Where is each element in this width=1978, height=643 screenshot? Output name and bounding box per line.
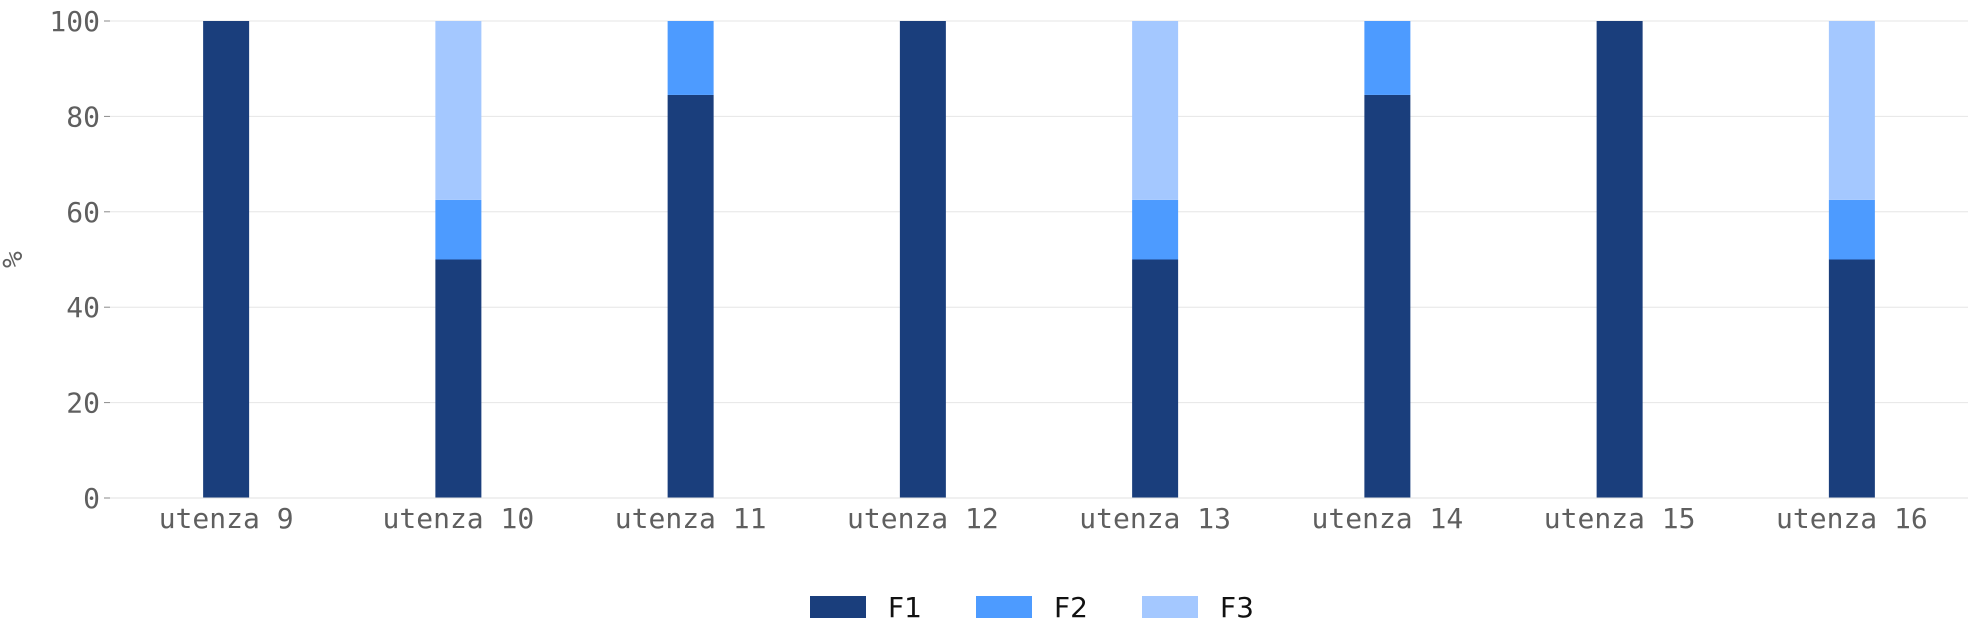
- bar-f2-2: [435, 199, 482, 260]
- y-tick-label: 60: [66, 196, 100, 229]
- y-tick-label: 20: [66, 387, 100, 420]
- bar-f1-7: [1596, 21, 1643, 498]
- bar-f1-5: [1132, 259, 1179, 498]
- bar-f1-2: [435, 259, 482, 498]
- legend-label: F1: [888, 591, 922, 624]
- bar-f1-8: [1828, 259, 1875, 498]
- bar-f3-2: [435, 21, 482, 200]
- x-tick-label: utenza 12: [847, 502, 999, 535]
- x-tick-label: utenza 10: [383, 502, 535, 535]
- legend-item-f1: F1: [810, 591, 922, 624]
- bar-f2-6: [1364, 21, 1411, 95]
- bar-f1-6: [1364, 94, 1411, 498]
- x-tick-label: utenza 13: [1079, 502, 1231, 535]
- bar-f1-1: [203, 21, 250, 498]
- legend-item-f2: F2: [976, 591, 1088, 624]
- x-tick-label: utenza 15: [1544, 502, 1696, 535]
- bar-f2-3: [667, 21, 714, 95]
- legend-swatch: [810, 596, 866, 618]
- bar-f1-3: [667, 94, 714, 498]
- x-tick-label: utenza 11: [615, 502, 767, 535]
- x-tick-label: utenza 16: [1776, 502, 1928, 535]
- bar-f1-4: [899, 21, 946, 498]
- axes: [104, 20, 1968, 499]
- x-tick-label: utenza 14: [1312, 502, 1464, 535]
- y-axis-title: %: [0, 251, 29, 268]
- y-tick-label: 80: [66, 100, 100, 133]
- legend-label: F2: [1054, 591, 1088, 624]
- y-tick-label: 0: [83, 482, 100, 515]
- y-tick-label: 40: [66, 291, 100, 324]
- legend-item-f3: F3: [1142, 591, 1254, 624]
- bar-f3-5: [1132, 21, 1179, 200]
- legend: F1 F2 F3: [810, 591, 1254, 624]
- legend-swatch: [976, 596, 1032, 618]
- bar-f2-5: [1132, 199, 1179, 260]
- legend-swatch: [1142, 596, 1198, 618]
- bars: [203, 21, 1875, 498]
- x-tick-label: utenza 9: [159, 502, 294, 535]
- grid-lines: [110, 20, 1968, 404]
- legend-label: F3: [1220, 591, 1254, 624]
- bar-f3-8: [1828, 21, 1875, 200]
- bar-f2-8: [1828, 199, 1875, 260]
- tick-labels: 0 20 40 60 80 100 utenza 9 utenza 10 utenza 11 ut…: [49, 5, 1927, 535]
- y-tick-label: 100: [49, 5, 100, 38]
